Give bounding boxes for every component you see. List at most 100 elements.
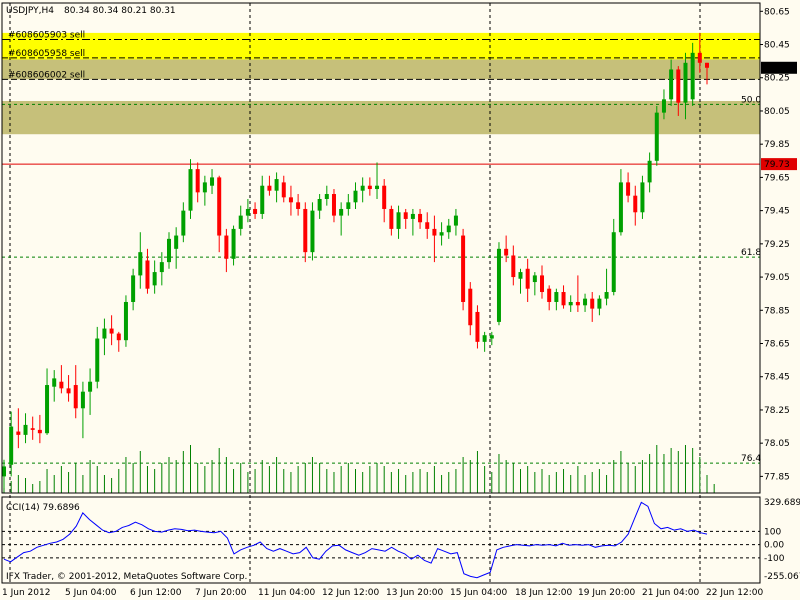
candle-body-54: [389, 208, 394, 229]
candle-body-27: [195, 169, 200, 193]
candle-81: [583, 293, 588, 312]
fib-label-1: 61.8: [741, 248, 761, 258]
time-label-5: 12 Jun 12:00: [322, 588, 379, 598]
candle-57: [410, 208, 415, 236]
time-label-1: 5 Jun 04:00: [65, 588, 117, 598]
candle-body-82: [590, 298, 595, 309]
candle-77: [554, 288, 559, 311]
candle-43: [310, 202, 315, 261]
candles[interactable]: [2, 32, 709, 489]
candle-68: [489, 331, 494, 346]
order-label-2: #608606002 sell: [8, 70, 85, 80]
candle-body-52: [375, 185, 380, 190]
candle-85: [611, 218, 616, 296]
candle-body-14: [102, 328, 107, 339]
candle-7: [52, 370, 57, 402]
candle-body-5: [37, 429, 42, 434]
candle-body-31: [224, 235, 229, 259]
price-frame: [1, 2, 761, 494]
candle-body-3: [23, 424, 28, 435]
candle-body-30: [217, 177, 222, 236]
candle-body-53: [382, 185, 387, 209]
candle-55: [396, 205, 401, 239]
candle-body-79: [568, 301, 573, 306]
candle-body-39: [281, 182, 286, 198]
candle-body-49: [353, 190, 358, 203]
candle-body-71: [511, 255, 516, 278]
candle-body-35: [253, 208, 258, 214]
candle-20: [145, 248, 150, 294]
candle-23: [166, 232, 171, 269]
candle-body-73: [525, 268, 530, 289]
candle-body-88: [633, 195, 638, 213]
header-ohlc: 80.34 80.34 80.21 80.31: [64, 6, 176, 16]
candle-87: [626, 172, 631, 203]
candle-10: [73, 365, 78, 419]
candle-body-44: [317, 199, 322, 211]
candle-36: [260, 175, 265, 219]
candle-body-64: [461, 235, 466, 302]
candle-body-75: [540, 275, 545, 293]
time-label-10: 21 Jun 04:00: [642, 588, 699, 598]
candle-body-42: [303, 208, 308, 253]
price-tick-4: 79.85: [764, 140, 790, 150]
candle-59: [425, 212, 430, 239]
time-label-6: 13 Jun 20:00: [386, 588, 443, 598]
candle-body-37: [267, 185, 272, 191]
candle-41: [296, 194, 301, 216]
candle-body-56: [403, 212, 408, 219]
candle-66: [475, 305, 480, 349]
candle-body-8: [59, 381, 64, 389]
candle-4: [30, 416, 35, 440]
candle-51: [367, 177, 372, 196]
candle-body-61: [439, 232, 444, 236]
candle-74: [532, 272, 537, 296]
candle-13: [95, 326, 100, 389]
candle-53: [382, 179, 387, 223]
candle-body-94: [676, 69, 681, 103]
zone-2: [2, 101, 760, 135]
candle-body-92: [661, 99, 666, 113]
candle-body-87: [626, 182, 631, 196]
candle-16: [116, 331, 121, 352]
price-tick-2: 80.25: [764, 74, 790, 84]
candle-19: [138, 232, 143, 289]
candle-80: [575, 275, 580, 312]
candle-2: [16, 408, 21, 449]
price-tick-13: 78.05: [764, 439, 790, 449]
candle-45: [324, 185, 329, 206]
candle-body-97: [697, 52, 702, 63]
candle-48: [346, 194, 351, 216]
candle-body-59: [425, 222, 430, 229]
candle-86: [618, 169, 623, 236]
candle-body-83: [597, 298, 602, 309]
candle-8: [59, 365, 64, 394]
candle-body-65: [468, 288, 473, 326]
candle-15: [109, 315, 114, 346]
price-tick-1: 80.45: [764, 41, 790, 51]
candle-89: [640, 175, 645, 219]
candle-97: [697, 32, 702, 73]
price-tick-12: 78.25: [764, 406, 790, 416]
candle-body-93: [669, 69, 674, 100]
candle-body-34: [245, 208, 250, 216]
cci-tick-3: -100: [764, 554, 785, 564]
candle-84: [604, 268, 609, 306]
candle-body-24: [174, 235, 179, 249]
candle-93: [669, 59, 674, 106]
candle-body-51: [367, 185, 372, 190]
candle-0: [2, 459, 6, 489]
candle-body-32: [231, 228, 236, 259]
candle-body-23: [166, 238, 171, 263]
candle-body-13: [95, 338, 100, 382]
candle-69: [496, 242, 501, 326]
candle-50: [360, 177, 365, 203]
candle-58: [418, 208, 423, 229]
candle-body-81: [583, 298, 588, 306]
candle-28: [202, 175, 207, 206]
candle-60: [432, 215, 437, 263]
candle-6: [45, 368, 50, 435]
candle-body-29: [210, 177, 215, 186]
